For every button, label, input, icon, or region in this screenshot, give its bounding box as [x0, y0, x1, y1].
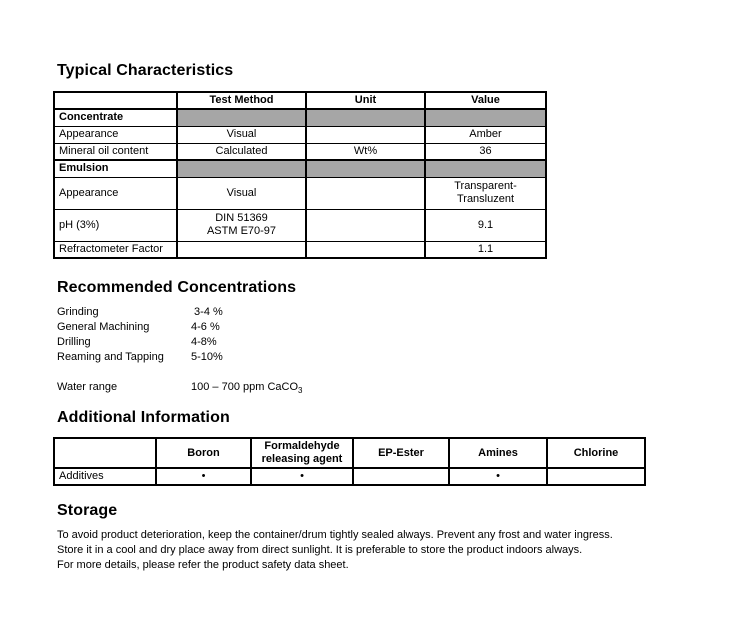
additional-information-heading: Additional Information — [57, 409, 230, 426]
list-item: Grinding 3-4 % — [53, 305, 713, 320]
mark-ep-ester — [352, 467, 450, 486]
shaded-cell — [305, 108, 426, 127]
shaded-cell — [176, 108, 307, 127]
section-label: Concentrate — [53, 108, 178, 127]
cell-test-method: DIN 51369 ASTM E70-97 — [176, 208, 307, 242]
header-empty-cell — [53, 437, 157, 469]
water-range-subscript: 3 — [298, 386, 303, 396]
storage-line: For more details, please refer the produ… — [57, 559, 349, 571]
mark-chlorine — [546, 467, 646, 486]
header-ep-ester: EP-Ester — [352, 437, 450, 469]
water-range-row: Water range 100 – 700 ppm CaCO3 — [53, 380, 713, 395]
table-row-refractometer: Refractometer Factor 1.1 — [53, 240, 547, 259]
table-row-appearance-concentrate: Appearance Visual Amber — [53, 125, 547, 144]
cell-value: Amber — [424, 125, 547, 144]
header-empty-cell — [53, 91, 178, 110]
header-line-2: releasing agent — [261, 453, 343, 465]
list-item: Reaming and Tapping 5-10% — [53, 350, 713, 365]
header-test-method: Test Method — [176, 91, 307, 110]
item-label: Reaming and Tapping — [57, 351, 164, 363]
table-row-mineral-oil: Mineral oil content Calculated Wt% 36 — [53, 142, 547, 161]
shaded-cell — [176, 159, 307, 178]
table-header-row: Test Method Unit Value — [53, 91, 547, 110]
header-boron: Boron — [155, 437, 252, 469]
cell-value: 36 — [424, 142, 547, 161]
cell-label: pH (3%) — [53, 208, 178, 242]
cell-unit — [305, 176, 426, 210]
header-line-1: Formaldehyde — [264, 440, 340, 452]
concentrations-list: Grinding 3-4 % General Machining 4-6 % D… — [53, 305, 713, 395]
item-label: Drilling — [57, 336, 91, 348]
cell-label: Additives — [53, 467, 157, 486]
cell-unit — [305, 208, 426, 242]
value-line-2: Transluzent — [456, 193, 515, 205]
header-unit: Unit — [305, 91, 426, 110]
storage-heading: Storage — [57, 502, 118, 519]
header-value: Value — [424, 91, 547, 110]
typical-characteristics-heading: Typical Characteristics — [57, 62, 234, 79]
item-value: 100 – 700 ppm CaCO3 — [191, 380, 302, 395]
shaded-cell — [424, 108, 547, 127]
section-row-emulsion: Emulsion — [53, 159, 547, 178]
list-item: Drilling 4-8% — [53, 335, 713, 350]
cell-unit: Wt% — [305, 142, 426, 161]
water-range-value: 100 – 700 ppm CaCO — [191, 381, 299, 393]
method-line-2: ASTM E70-97 — [206, 225, 277, 237]
cell-value: 9.1 — [424, 208, 547, 242]
header-chlorine: Chlorine — [546, 437, 646, 469]
mark-formaldehyde: • — [250, 467, 354, 486]
cell-label: Refractometer Factor — [53, 240, 178, 259]
mark-boron: • — [155, 467, 252, 486]
item-label: General Machining — [57, 321, 150, 333]
item-value: 4-8% — [191, 336, 217, 348]
cell-unit — [305, 125, 426, 144]
storage-line: Store it in a cool and dry place away fr… — [57, 544, 583, 556]
method-line-1: DIN 51369 — [215, 212, 268, 224]
cell-label: Mineral oil content — [53, 142, 178, 161]
cell-value: 1.1 — [424, 240, 547, 259]
mark-amines: • — [448, 467, 548, 486]
table-row-ph: pH (3%) DIN 51369 ASTM E70-97 9.1 — [53, 208, 547, 242]
table-header-row: Boron Formaldehyde releasing agent EP-Es… — [53, 437, 646, 469]
cell-test-method — [176, 240, 307, 259]
shaded-cell — [424, 159, 547, 178]
item-value: 4-6 % — [191, 321, 220, 333]
table-row-appearance-emulsion: Appearance Visual Transparent- Transluze… — [53, 176, 547, 210]
storage-paragraph: To avoid product deterioration, keep the… — [53, 528, 713, 573]
cell-test-method: Visual — [176, 125, 307, 144]
section-row-concentrate: Concentrate — [53, 108, 547, 127]
recommended-concentrations-heading: Recommended Concentrations — [57, 279, 297, 296]
cell-label: Appearance — [53, 125, 178, 144]
document-page: Typical Characteristics Test Method Unit… — [53, 0, 713, 573]
header-amines: Amines — [448, 437, 548, 469]
item-label: Water range — [57, 381, 118, 393]
list-item: General Machining 4-6 % — [53, 320, 713, 335]
storage-line: To avoid product deterioration, keep the… — [57, 529, 613, 541]
additional-information-table: Boron Formaldehyde releasing agent EP-Es… — [53, 437, 646, 486]
typical-characteristics-table: Test Method Unit Value Concentrate Appea… — [53, 91, 547, 259]
cell-test-method: Calculated — [176, 142, 307, 161]
shaded-cell — [305, 159, 426, 178]
cell-test-method: Visual — [176, 176, 307, 210]
cell-value: Transparent- Transluzent — [424, 176, 547, 210]
section-label: Emulsion — [53, 159, 178, 178]
header-formaldehyde: Formaldehyde releasing agent — [250, 437, 354, 469]
item-value: 5-10% — [191, 351, 223, 363]
item-label: Grinding — [57, 306, 99, 318]
item-value: 3-4 % — [191, 306, 223, 318]
value-line-1: Transparent- — [454, 180, 517, 192]
cell-unit — [305, 240, 426, 259]
cell-label: Appearance — [53, 176, 178, 210]
additives-row: Additives • • • — [53, 467, 646, 486]
